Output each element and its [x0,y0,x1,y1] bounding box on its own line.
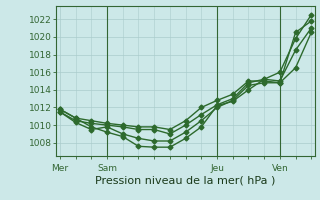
X-axis label: Pression niveau de la mer( hPa ): Pression niveau de la mer( hPa ) [95,175,276,185]
